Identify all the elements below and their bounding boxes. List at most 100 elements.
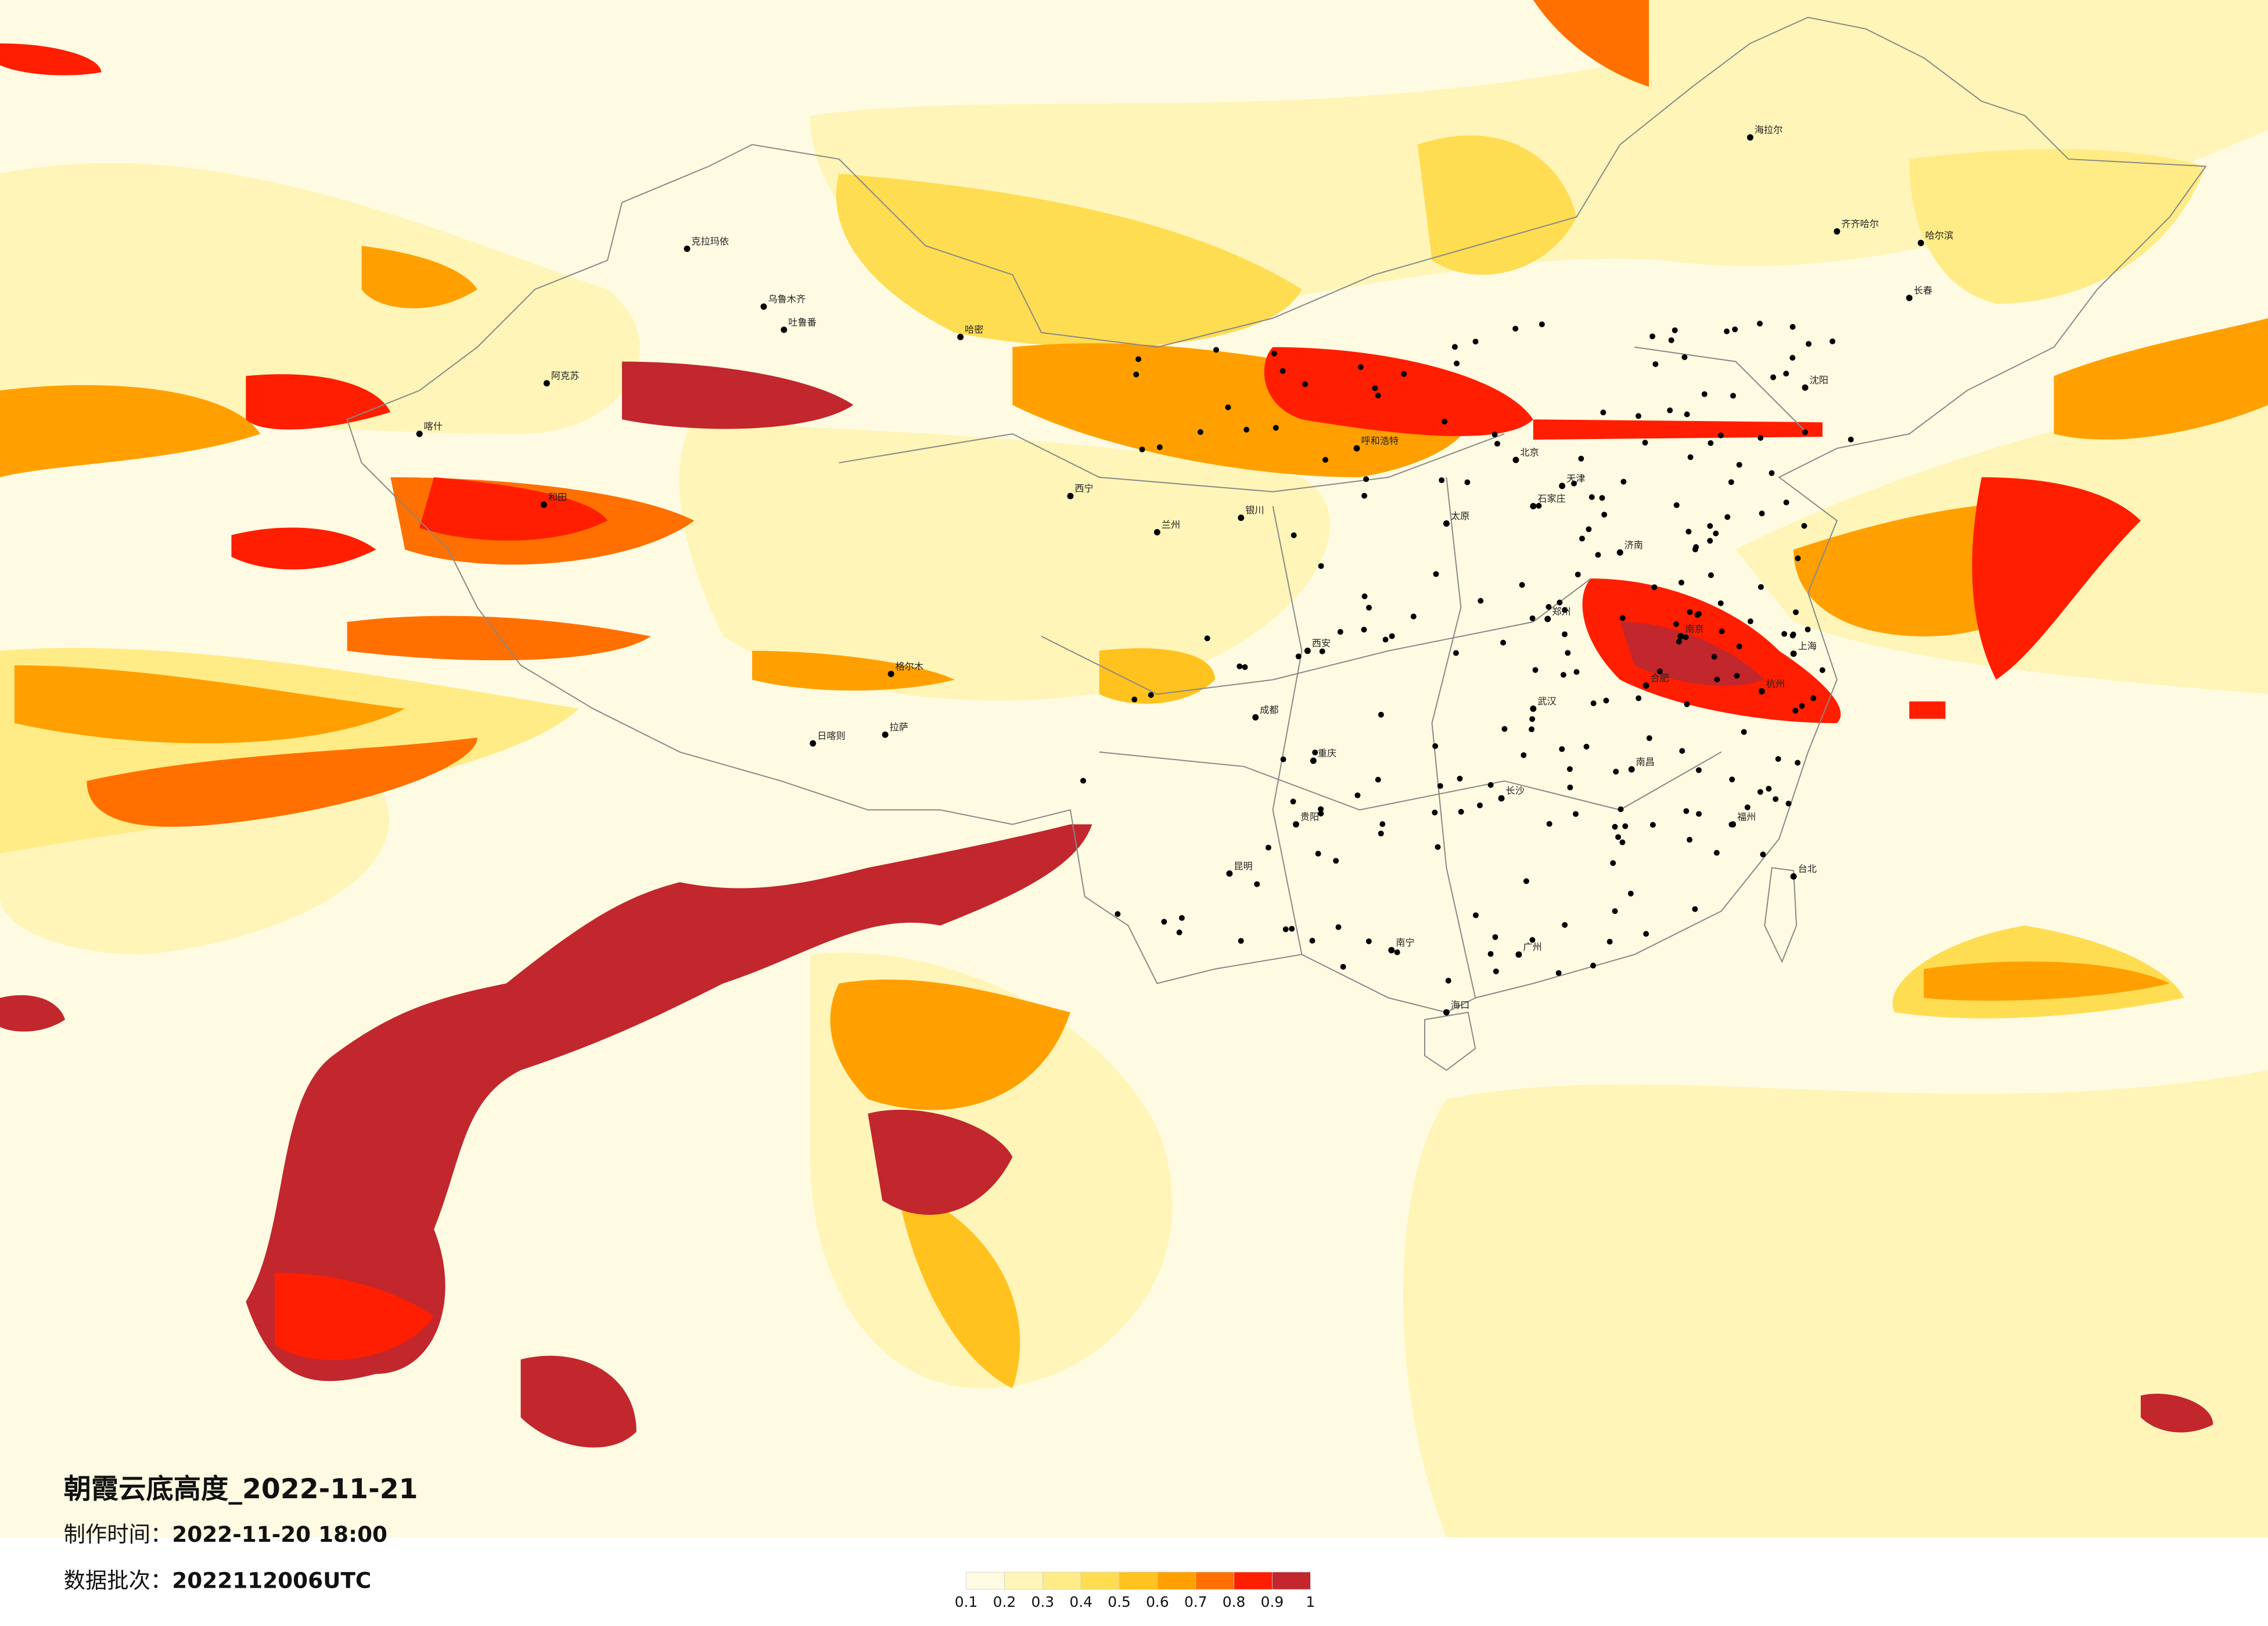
city-dot (1529, 937, 1536, 943)
city-dot (1366, 605, 1372, 611)
city-dot (1477, 802, 1483, 808)
city-label: 阿克苏 (551, 370, 580, 381)
city-dot (1729, 776, 1735, 783)
city-label: 长春 (1914, 285, 1932, 296)
city-dot (1546, 821, 1552, 827)
city-label: 台北 (1798, 864, 1817, 875)
city-dot (1636, 695, 1642, 702)
city-dot (1701, 391, 1708, 397)
city-dot (1529, 615, 1536, 621)
city-dot (1711, 654, 1717, 660)
city-dot (1375, 776, 1381, 783)
city-dot (1583, 743, 1590, 750)
city-dot (1559, 746, 1565, 752)
city-dot (1361, 492, 1368, 499)
batch: 数据批次：2022112006UTC (64, 1568, 372, 1593)
city-dot (1615, 834, 1622, 840)
city-dot (1225, 404, 1231, 411)
city-dot (1600, 409, 1606, 416)
city-label: 格尔木 (896, 661, 924, 672)
city-dot (1493, 968, 1499, 974)
map-title: 朝霞云底高度_2022-11-21 (64, 1473, 418, 1505)
city-dot (1291, 532, 1297, 538)
city-dot (1730, 393, 1736, 399)
legend-swatch (1195, 1571, 1234, 1590)
city-dot (1389, 633, 1395, 639)
city-label: 成都 (1260, 704, 1278, 715)
city-dot (1714, 677, 1720, 683)
city-dot (1519, 582, 1525, 588)
city-dot (1282, 926, 1289, 933)
city-dot (1775, 756, 1781, 762)
city-dot (1672, 327, 1678, 333)
city-dot (1713, 850, 1720, 856)
city-dot (1687, 609, 1693, 615)
legend-swatch (1157, 1571, 1196, 1590)
city-dot (1378, 830, 1384, 837)
city-label: 广州 (1523, 941, 1541, 952)
city-dot (1643, 931, 1649, 937)
batch-label: 数据批次： (64, 1568, 172, 1593)
city-dot (1451, 344, 1458, 350)
city-label: 长沙 (1506, 785, 1525, 796)
city-dot (1590, 700, 1597, 707)
city-dot (1478, 598, 1484, 604)
city-dot (1254, 881, 1260, 887)
city-dot (543, 380, 550, 387)
city-label: 沈阳 (1810, 375, 1828, 386)
city-dot (1805, 627, 1811, 632)
city-dot (416, 430, 423, 437)
city-dot (1437, 783, 1443, 789)
city-dot (1442, 418, 1448, 425)
city-dot (1557, 599, 1563, 606)
city-dot (1562, 922, 1568, 928)
city-dot (1443, 520, 1450, 527)
city-dot (1512, 456, 1519, 463)
city-label: 武汉 (1537, 696, 1556, 707)
city-dot (1790, 631, 1796, 638)
city-dot (1530, 503, 1537, 510)
city-dot (1544, 616, 1551, 623)
city-dot (1616, 549, 1623, 556)
city-dot (1273, 425, 1279, 431)
city-label: 南昌 (1636, 756, 1655, 767)
city-dot (1656, 668, 1663, 675)
city-dot (1439, 477, 1445, 483)
city-dot (1683, 808, 1690, 814)
boundaries (346, 16, 2207, 1071)
city-dot (1793, 609, 1799, 616)
city-dot (1695, 767, 1702, 774)
city-dot (1806, 341, 1812, 347)
city-dot (1649, 333, 1656, 340)
city-label: 北京 (1520, 447, 1539, 458)
city-dot (1529, 716, 1536, 722)
legend-label: 1 (1306, 1593, 1315, 1610)
city-label: 郑州 (1552, 606, 1570, 617)
city-label: 喀什 (424, 421, 443, 432)
city-dot (1361, 627, 1367, 633)
legend-label: 0.9 (1261, 1593, 1284, 1610)
city-dot (1523, 878, 1529, 884)
city-dot (1265, 844, 1271, 851)
city-dot (1512, 325, 1519, 332)
city-dot (1238, 515, 1245, 521)
production-time-value: 2022-11-20 18:00 (172, 1521, 387, 1547)
city-label: 呼和浩特 (1361, 436, 1399, 447)
city-dot (1378, 711, 1384, 718)
city-dot (1612, 823, 1618, 830)
city-dot (1744, 804, 1751, 811)
city-dot (1830, 338, 1836, 344)
city-dot (1610, 860, 1616, 866)
city-dot (1573, 811, 1579, 817)
city-dot (1410, 613, 1417, 620)
city-dot (1133, 371, 1140, 377)
city-dot (760, 303, 767, 310)
city-dot (1792, 707, 1799, 714)
city-dot (1586, 526, 1592, 533)
city-dot (1498, 795, 1505, 802)
city-dot (1696, 811, 1702, 817)
city-dot (1494, 441, 1501, 447)
